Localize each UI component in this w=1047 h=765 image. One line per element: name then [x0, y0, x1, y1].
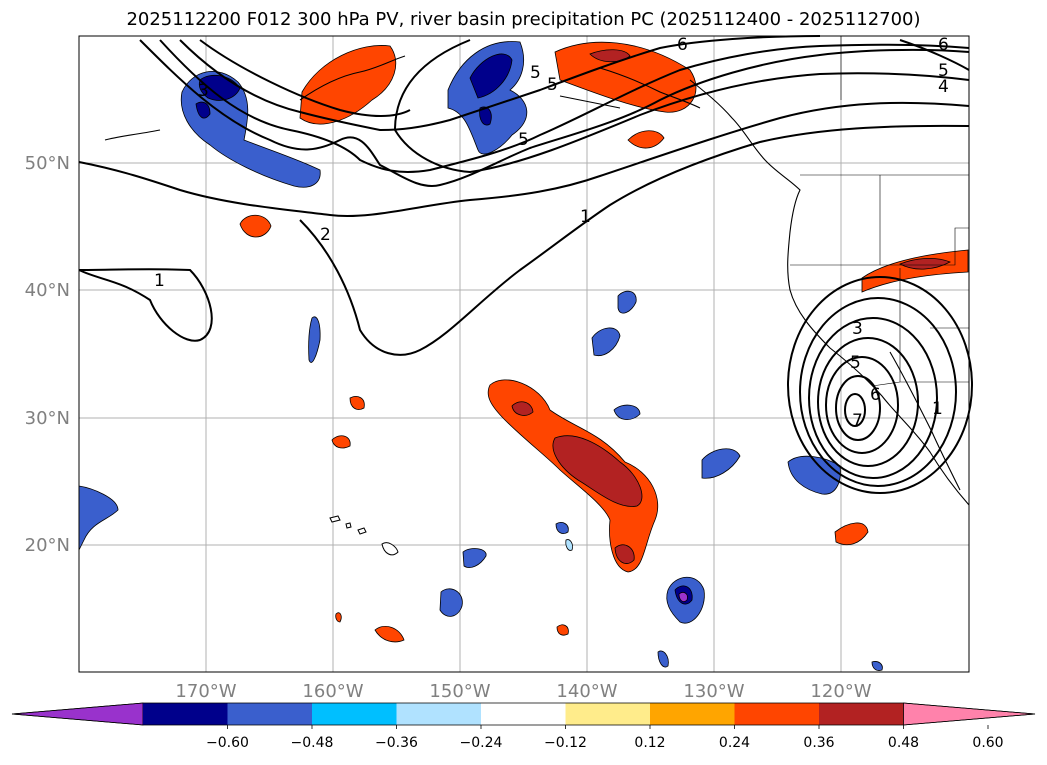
colorbar-tick-label: −0.24 [460, 735, 503, 751]
plot-frame [78, 35, 970, 673]
pv-low-contours [787, 276, 973, 494]
latitude-labels: 50°N 40°N 30°N 20°N [25, 153, 70, 556]
contour-label: 7 [852, 411, 863, 431]
lon-label: 150°W [429, 681, 490, 702]
colorbar-tick-label: 0.48 [888, 735, 919, 751]
colorbar-tick-label: 0.24 [719, 735, 750, 751]
contour-label: 1 [154, 271, 165, 291]
contour-label: 6 [677, 35, 688, 55]
contour-label: 6 [938, 35, 949, 55]
colorbar-tick-label: 0.12 [634, 735, 665, 751]
colorbar-cell [481, 703, 566, 725]
colorbar-cell [650, 703, 735, 725]
longitude-labels: 170°W 160°W 150°W 140°W 130°W 120°W [175, 681, 871, 702]
colorbar: −0.60 −0.48 −0.36 −0.24 −0.12 0.12 0.24 0.36 0.4… [11, 702, 1036, 751]
contour-labels: 6 6 5 5 5 5 4 3 2 1 1 3 5 6 7 1 [154, 35, 949, 431]
colorbar-extend-low [11, 702, 144, 726]
lon-label: 160°W [302, 681, 363, 702]
contour-label: 5 [938, 61, 949, 81]
hawaiian-islands [329, 515, 399, 556]
contour-label: 5 [547, 75, 558, 95]
colorbar-cell [396, 703, 482, 725]
contour-label: 5 [518, 130, 529, 150]
lat-label: 20°N [25, 535, 70, 556]
lon-label: 120°W [810, 681, 871, 702]
colorbar-cell [734, 703, 820, 725]
contour-label: 3 [852, 319, 863, 339]
lon-label: 130°W [683, 681, 744, 702]
negative-precip-shading [78, 41, 883, 671]
colorbar-cell [227, 703, 313, 725]
colorbar-cell [565, 703, 651, 725]
lon-label: 140°W [556, 681, 617, 702]
contour-label: 5 [850, 353, 861, 373]
colorbar-cell [819, 703, 904, 725]
colorbar-cell [312, 703, 397, 725]
political-borders [790, 36, 969, 387]
colorbar-cell [143, 703, 228, 725]
contour-label: 5 [530, 63, 541, 83]
colorbar-extend-high [903, 702, 1036, 726]
colorbar-tick-label: 0.36 [803, 735, 834, 751]
contour-label: 3 [198, 81, 209, 101]
colorbar-tick-label: −0.48 [291, 735, 334, 751]
colorbar-tick-label: −0.36 [375, 735, 418, 751]
lon-label: 170°W [175, 681, 236, 702]
contour-label: 2 [320, 225, 331, 245]
lat-label: 50°N [25, 153, 70, 174]
contour-label: 6 [870, 385, 881, 405]
colorbar-tick-label: −0.12 [544, 735, 587, 751]
positive-precip-shading [239, 41, 969, 643]
map-title: 2025112200 F012 300 hPa PV, river basin … [126, 9, 921, 30]
colorbar-tick-label: 0.60 [972, 735, 1003, 751]
lat-label: 40°N [25, 280, 70, 301]
contour-label: 4 [938, 77, 949, 97]
contour-label: 1 [580, 207, 591, 227]
contour-label: 1 [932, 399, 943, 419]
colorbar-tick-label: −0.60 [206, 735, 249, 751]
colorbar-outline [11, 702, 1036, 726]
pv-contours [78, 35, 970, 356]
lat-label: 30°N [25, 408, 70, 429]
